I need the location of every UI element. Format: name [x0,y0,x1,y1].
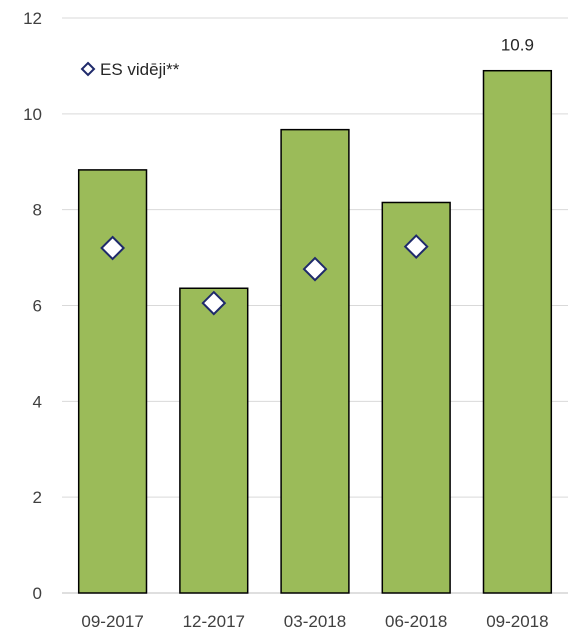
diamond-marker [100,235,126,261]
bar [280,128,350,594]
y-tick-label: 6 [33,297,42,316]
y-tick-label: 8 [33,201,42,220]
x-axis-tick-labels: 09-2017 12-2017 03-2018 06-2018 09-2018 [81,612,548,631]
diamond-markers [100,234,429,316]
diamond-marker [201,290,227,316]
bar [77,169,148,594]
legend-diamond-icon [80,61,96,77]
y-tick-label: 12 [23,9,42,28]
x-tick-label: 09-2018 [486,612,548,631]
diamond-marker [403,234,429,259]
data-label: 10.9 [501,36,534,55]
x-tick-label: 03-2018 [284,612,346,631]
legend: ES vidēji** [80,60,180,79]
bar [179,287,249,594]
legend-label: ES vidēji** [100,60,180,79]
x-tick-label: 06-2018 [385,612,447,631]
x-tick-label: 12-2017 [183,612,245,631]
y-tick-label: 4 [33,392,42,411]
bar [381,201,451,594]
data-labels: 10.9 [501,36,534,55]
diamond-marker [302,256,328,282]
y-axis-tick-labels: 0 2 4 6 8 10 12 [23,9,42,603]
y-tick-label: 0 [33,584,42,603]
y-tick-label: 2 [33,488,42,507]
x-tick-label: 09-2017 [81,612,143,631]
y-tick-label: 10 [23,105,42,124]
bar [482,69,553,594]
bars [77,69,553,594]
